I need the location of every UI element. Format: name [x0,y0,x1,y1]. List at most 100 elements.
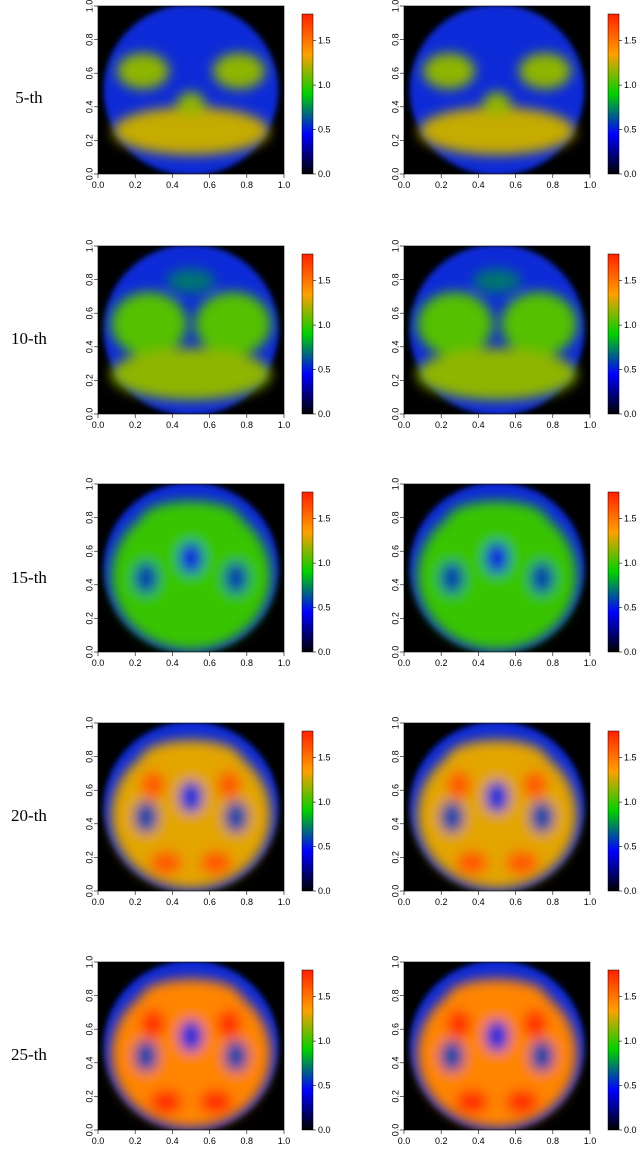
y-tick-label: 0.4 [84,818,94,831]
blob [134,562,158,594]
heatmap-panel-r5-c2: 0.0 0.2 0.4 0.6 0.8 1.00.00.20.40.60.81.00.00… [390,956,636,1146]
colorbar-tick-label: 0.0 [318,409,331,419]
colorbar-gradient [301,969,314,1131]
x-tick-label: 0.8 [547,658,560,668]
colorbar: 0.0 0.5 1.0 1.5 [301,730,331,896]
x-tick-label: 0.8 [241,1136,254,1146]
x-tick-label: 0.4 [472,897,485,907]
plot-frame [403,722,591,892]
x-tick-label: 0.6 [203,1136,216,1146]
x-tick-label: 0.6 [509,420,522,430]
y-tick-label: 1.0 [84,478,94,491]
blob [530,801,554,833]
y-tick-label: 0.8 [84,750,94,763]
y-tick-label: 1.0 [390,956,400,969]
y-tick-label: 0.8 [84,273,94,286]
blob [224,562,248,594]
y-tick-label: 0.2 [390,374,400,387]
y-tick-label: 0.2 [84,612,94,625]
plot-frame [403,483,591,653]
colorbar-tick-label: 1.5 [318,36,331,46]
y-tick-label: 0.0 [390,646,400,659]
colorbar-tick-label: 0.5 [318,125,331,135]
heatmap-panel-r3-c1: 0.0 0.2 0.4 0.6 0.8 1.00.00.20.40.60.81.00.00… [84,478,330,668]
plot-frame [97,245,285,415]
plot-frame [97,722,285,892]
colorbar-gradient [607,969,620,1131]
y-tick-label: 0.2 [84,851,94,864]
x-tick-label: 0.8 [547,180,560,190]
blob [440,801,464,833]
y-tick-label: 0.2 [84,374,94,387]
blob [417,292,493,356]
y-tick-label: 0.2 [390,134,400,147]
x-tick-label: 0.6 [509,1136,522,1146]
colorbar-tick-label: 0.5 [624,1081,637,1091]
x-tick-label: 0.0 [398,658,411,668]
colorbar: 0.0 0.5 1.0 1.5 [607,253,637,419]
blob [177,92,205,116]
x-tick-label: 1.0 [584,1136,597,1146]
y-tick-label: 0.0 [390,168,400,181]
y-tick-label: 0.2 [390,612,400,625]
x-tick-label: 0.4 [472,1136,485,1146]
y-tick-label: 0.4 [84,579,94,592]
heatmap-panel-r4-c2: 0.0 0.2 0.4 0.6 0.8 1.00.00.20.40.60.81.00.00… [390,717,636,907]
y-tick-label: 0.2 [84,1090,94,1103]
colorbar-tick-label: 1.5 [624,276,637,286]
colorbar-tick-label: 1.5 [318,514,331,524]
colorbar: 0.0 0.5 1.0 1.5 [607,730,637,896]
y-tick-label: 0.4 [390,579,400,592]
blob [179,542,203,574]
heatmap-panel-r1-c2: 0.0 0.2 0.4 0.6 0.8 1.00.00.20.40.60.81.00.00… [390,0,636,190]
x-tick-label: 0.6 [203,897,216,907]
colorbar-gradient [301,13,314,175]
blob [134,801,158,833]
y-tick-label: 1.0 [390,478,400,491]
colorbar-tick-label: 0.5 [624,842,637,852]
x-tick-label: 0.6 [203,180,216,190]
x-tick-label: 0.0 [92,658,105,668]
y-tick-label: 0.6 [390,1023,400,1036]
colorbar-tick-label: 0.0 [318,1125,331,1135]
blob [141,771,165,799]
y-tick-label: 1.0 [84,240,94,253]
colorbar-tick-label: 0.0 [318,886,331,896]
x-tick-label: 0.4 [166,1136,179,1146]
colorbar-tick-label: 1.0 [318,80,331,90]
colorbar: 0.0 0.5 1.0 1.5 [301,253,331,419]
y-tick-label: 0.6 [84,307,94,320]
blob [417,348,577,400]
heatmap-panel-r3-c2: 0.0 0.2 0.4 0.6 0.8 1.00.00.20.40.60.81.00.00… [390,478,636,668]
x-tick-label: 0.2 [129,658,142,668]
heatmap-panel-r4-c1: 0.0 0.2 0.4 0.6 0.8 1.00.00.20.40.60.81.00.00… [84,717,330,907]
colorbar-tick-label: 1.5 [318,753,331,763]
blob [134,1040,158,1072]
colorbar-tick-label: 0.5 [318,842,331,852]
colorbar: 0.0 0.5 1.0 1.5 [301,13,331,179]
y-tick-label: 1.0 [84,717,94,730]
x-tick-label: 0.6 [509,897,522,907]
blob [195,292,271,356]
y-tick-label: 0.2 [390,1090,400,1103]
x-tick-label: 0.2 [129,1136,142,1146]
x-tick-label: 0.2 [435,1136,448,1146]
x-tick-label: 1.0 [584,658,597,668]
x-tick-label: 0.4 [166,420,179,430]
colorbar-tick-label: 1.0 [318,320,331,330]
blob [179,1020,203,1052]
blob [447,740,547,776]
colorbar-tick-label: 1.0 [624,320,637,330]
row-label-25th: 25-th [11,1045,47,1064]
blob [440,562,464,594]
plot-frame [97,5,285,175]
y-tick-label: 0.0 [390,885,400,898]
x-tick-label: 0.4 [472,180,485,190]
blob [179,781,203,813]
blob [523,1010,547,1038]
colorbar-tick-label: 0.5 [318,365,331,375]
blob [440,1040,464,1072]
x-tick-label: 1.0 [278,897,291,907]
x-tick-label: 0.6 [203,420,216,430]
